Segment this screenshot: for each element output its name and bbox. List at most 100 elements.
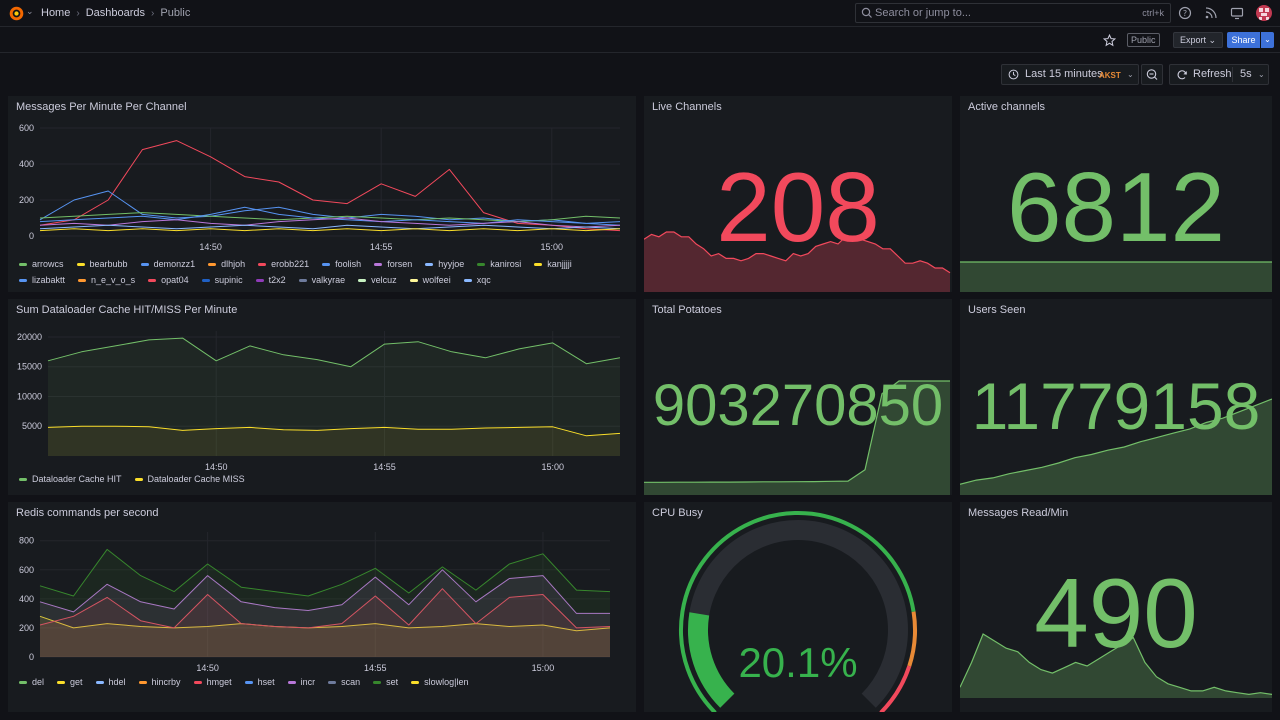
legend-swatch — [148, 279, 157, 283]
legend-item[interactable]: del — [19, 677, 44, 687]
messages-line-chart[interactable]: 0 200 400 600 14:50 14:55 15:00 — [8, 96, 636, 292]
panel-redis-commands: Redis commands per second 0 200 400 600 800 1… — [8, 502, 636, 712]
refresh-button[interactable]: Refresh 5s ⌄ — [1169, 64, 1269, 85]
legend-item[interactable]: set — [373, 677, 398, 687]
legend-item[interactable]: Dataloader Cache MISS — [134, 474, 245, 484]
legend-item[interactable]: get — [57, 677, 83, 687]
sparkline-area — [960, 399, 1272, 495]
legend-item[interactable]: wolfeei — [409, 272, 451, 288]
legend-item[interactable]: demonzz1 — [140, 256, 195, 272]
public-badge: Public — [1127, 33, 1160, 47]
refresh-interval[interactable]: 5s — [1240, 68, 1252, 80]
legend-item[interactable]: hdel — [95, 677, 126, 687]
legend-item[interactable]: dlhjoh — [208, 256, 245, 272]
legend-item[interactable]: t2x2 — [255, 272, 286, 288]
legend-swatch — [477, 263, 486, 267]
legend-item[interactable]: incr — [287, 677, 315, 687]
legend-swatch — [140, 263, 149, 267]
legend-item[interactable]: foolish — [322, 256, 361, 272]
legend-item[interactable]: lizabaktt — [19, 272, 65, 288]
x-tick-label: 14:55 — [370, 242, 393, 252]
legend-label: get — [70, 677, 83, 687]
legend-item[interactable]: xqc — [463, 272, 491, 288]
legend-item[interactable]: arrowcs — [19, 256, 64, 272]
legend-item[interactable]: kanjjjji — [534, 256, 572, 272]
panel-title: CPU Busy — [652, 507, 703, 519]
series-line-forsen — [39, 217, 621, 228]
chevron-down-icon: ⌄ — [1208, 35, 1217, 45]
monitor-icon[interactable] — [1230, 6, 1244, 20]
export-button[interactable]: Export ⌄ — [1173, 32, 1224, 48]
dataloader-area-chart[interactable]: 5000 10000 15000 20000 14:50 14:55 15:00 — [8, 299, 636, 495]
legend-item[interactable]: opat04 — [148, 272, 189, 288]
legend-item[interactable]: hyyjoe — [425, 256, 464, 272]
legend-swatch — [19, 681, 27, 685]
zoom-out-button[interactable] — [1141, 64, 1163, 85]
redis-area-chart[interactable]: 0 200 400 600 800 14:50 14:55 15:00 — [8, 502, 636, 712]
chevron-right-icon: › — [76, 8, 80, 19]
avatar[interactable] — [1256, 5, 1272, 21]
series-area — [40, 588, 610, 657]
legend-swatch — [57, 681, 66, 685]
series-line-demonzz1 — [39, 190, 621, 226]
time-range-picker[interactable]: Last 15 minutes AKST ⌄ — [1001, 64, 1139, 85]
rss-icon[interactable] — [1204, 6, 1218, 20]
legend: Dataloader Cache HIT Dataloader Cache MIS… — [19, 474, 258, 484]
share-button[interactable]: Share — [1227, 32, 1260, 48]
search-shortcut: ctrl+k — [1142, 8, 1164, 18]
legend-item[interactable]: hincrby — [138, 677, 181, 687]
legend-label: xqc — [476, 275, 491, 285]
legend-label: hset — [257, 677, 275, 687]
legend-item[interactable]: kanirosi — [477, 256, 521, 272]
legend-label: hincrby — [151, 677, 181, 687]
gauge-threshold-red — [879, 665, 912, 712]
legend-label: arrowcs — [32, 259, 64, 269]
breadcrumb-home[interactable]: Home — [41, 7, 71, 19]
legend-swatch — [411, 681, 420, 685]
legend-item[interactable]: erobb221 — [258, 256, 309, 272]
legend-item[interactable]: slowlog|len — [411, 677, 469, 687]
panel-active-channels: Active channels 6812 — [960, 96, 1272, 292]
legend-swatch — [534, 263, 543, 267]
sparkline-area — [644, 381, 950, 495]
top-bar: ⌄ Home › Dashboards › Public Search or jump … — [0, 0, 1280, 27]
panel-dataloader-cache: Sum Dataloader Cache HIT/MISS Per Minute… — [8, 299, 636, 495]
share-options-chevron-icon[interactable]: ⌄ — [1261, 32, 1274, 48]
legend-swatch — [374, 263, 383, 267]
legend-swatch — [358, 279, 367, 283]
legend-item[interactable]: supinic — [201, 272, 243, 288]
legend-item[interactable]: hset — [244, 677, 275, 687]
legend-item[interactable]: bearbubb — [76, 256, 128, 272]
sparkline-line — [960, 633, 1272, 696]
legend-item[interactable]: hmget — [193, 677, 232, 687]
breadcrumb-dashboards[interactable]: Dashboards — [85, 7, 146, 19]
stat-value: 208 — [716, 152, 880, 262]
legend-item[interactable]: velcuz — [358, 272, 397, 288]
panel-title: Messages Per Minute Per Channel — [16, 101, 187, 113]
legend-item[interactable]: Dataloader Cache HIT — [19, 474, 122, 484]
series-line-kanjjjji — [39, 228, 621, 232]
legend-swatch — [76, 263, 85, 267]
star-icon[interactable] — [1103, 34, 1116, 47]
sparkline-line — [960, 398, 1272, 485]
chevron-down-icon: ⌄ — [1127, 70, 1134, 79]
series-line-erobb221 — [39, 140, 621, 232]
legend-item[interactable]: forsen — [374, 256, 412, 272]
x-tick-label: 15:00 — [541, 462, 564, 472]
legend-swatch — [373, 681, 382, 685]
svg-text:?: ? — [1183, 9, 1187, 18]
legend-item[interactable]: n_e_v_o_s — [78, 272, 135, 288]
grafana-logo-icon[interactable] — [8, 5, 25, 22]
legend-item[interactable]: valkyrae — [298, 272, 345, 288]
y-tick-label: 15000 — [17, 362, 42, 372]
legend-swatch — [208, 263, 217, 267]
legend-item[interactable]: scan — [328, 677, 360, 687]
time-range-label: Last 15 minutes — [1025, 68, 1103, 80]
series-line-hmget — [39, 588, 611, 629]
search-input[interactable]: Search or jump to... ctrl+k — [855, 3, 1171, 23]
search-placeholder: Search or jump to... — [875, 7, 971, 19]
panel-title: Messages Read/Min — [968, 507, 1069, 519]
legend-swatch — [244, 681, 253, 685]
help-icon[interactable]: ? — [1178, 6, 1192, 20]
chevron-down-icon[interactable]: ⌄ — [26, 6, 34, 16]
